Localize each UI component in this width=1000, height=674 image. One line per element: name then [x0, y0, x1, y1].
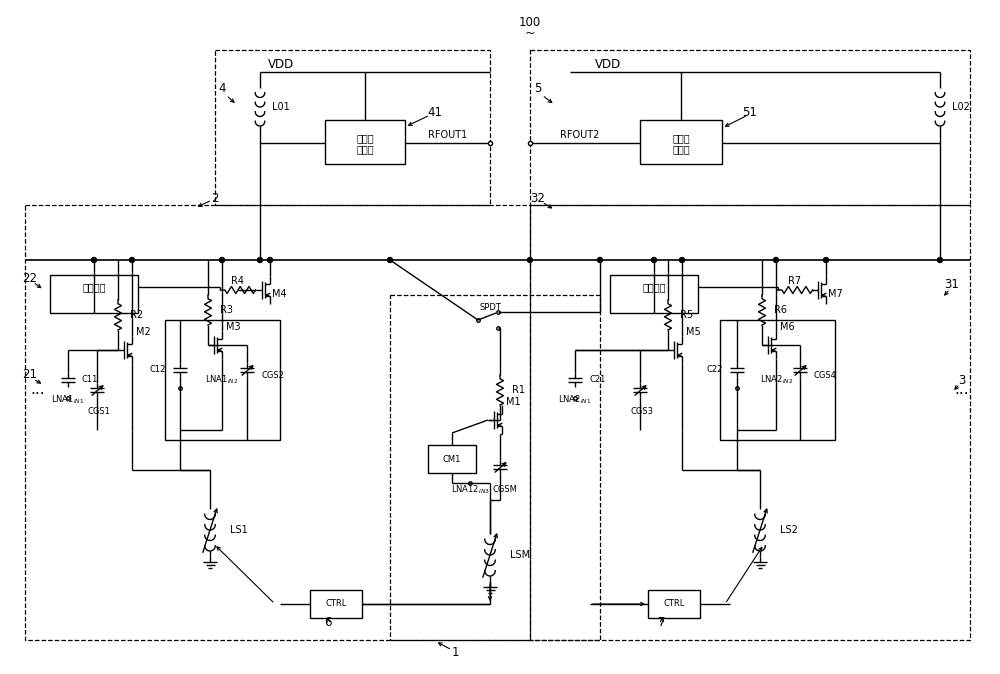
- Text: 偏置電路: 偏置電路: [82, 282, 106, 292]
- Bar: [215, 50, 490, 205]
- Bar: [640, 120, 722, 164]
- Text: M6: M6: [780, 322, 795, 332]
- Text: M3: M3: [226, 322, 241, 332]
- Text: ~: ~: [525, 26, 535, 40]
- Text: L01: L01: [272, 102, 290, 112]
- Text: 51: 51: [743, 106, 757, 119]
- Text: R7: R7: [788, 276, 802, 286]
- Text: R1: R1: [512, 385, 525, 395]
- Text: 32: 32: [531, 191, 545, 204]
- Bar: [50, 275, 138, 313]
- Text: L02: L02: [952, 102, 970, 112]
- Text: RFOUT1: RFOUT1: [428, 130, 468, 140]
- Text: M1: M1: [506, 397, 521, 407]
- Text: 5: 5: [534, 82, 542, 94]
- Bar: [530, 205, 970, 640]
- Bar: [310, 590, 362, 618]
- Text: 輸出匹: 輸出匹: [672, 133, 690, 143]
- Text: M2: M2: [136, 327, 151, 337]
- Text: C11: C11: [82, 375, 98, 384]
- Text: 輸出匹: 輸出匹: [356, 133, 374, 143]
- Text: R5: R5: [680, 310, 693, 320]
- Text: VDD: VDD: [595, 57, 621, 71]
- Circle shape: [680, 257, 684, 262]
- Text: CM1: CM1: [443, 454, 461, 464]
- Text: M4: M4: [272, 289, 287, 299]
- Circle shape: [130, 257, 134, 262]
- Text: ...: ...: [31, 383, 45, 398]
- Text: 31: 31: [945, 278, 959, 291]
- Text: 偏置電路: 偏置電路: [642, 282, 666, 292]
- Text: C21: C21: [589, 375, 605, 384]
- Text: R6: R6: [774, 305, 787, 315]
- Bar: [25, 205, 530, 640]
- Text: 3: 3: [958, 373, 966, 386]
- Text: CGS3: CGS3: [631, 408, 654, 417]
- Text: CGS2: CGS2: [261, 371, 284, 379]
- Text: LNA2$_{IN2}$: LNA2$_{IN2}$: [760, 374, 794, 386]
- Text: CGSM: CGSM: [493, 485, 517, 493]
- Text: LNA1$_{IN1}$: LNA1$_{IN1}$: [51, 394, 85, 406]
- Circle shape: [824, 257, 828, 262]
- Bar: [648, 590, 700, 618]
- Circle shape: [268, 257, 272, 262]
- Circle shape: [258, 257, 262, 262]
- Text: 41: 41: [428, 106, 442, 119]
- Text: 2: 2: [211, 191, 219, 204]
- Bar: [165, 320, 280, 440]
- Text: M7: M7: [828, 289, 843, 299]
- Circle shape: [598, 257, 602, 262]
- Text: R2: R2: [130, 310, 143, 320]
- Text: LNA12$_{IN3}$: LNA12$_{IN3}$: [451, 484, 489, 496]
- Text: CGS1: CGS1: [88, 408, 110, 417]
- Text: CGS4: CGS4: [814, 371, 837, 379]
- Text: 7: 7: [658, 617, 666, 630]
- Text: VDD: VDD: [268, 57, 294, 71]
- Circle shape: [220, 257, 224, 262]
- Text: LS1: LS1: [230, 525, 248, 535]
- Text: 21: 21: [22, 369, 38, 381]
- Text: R3: R3: [220, 305, 233, 315]
- Text: 配電路: 配電路: [356, 144, 374, 154]
- Text: C12: C12: [150, 365, 166, 375]
- Text: CTRL: CTRL: [325, 599, 347, 609]
- Text: SPDT: SPDT: [479, 303, 501, 311]
- Circle shape: [528, 257, 532, 262]
- Circle shape: [774, 257, 778, 262]
- Text: 配電路: 配電路: [672, 144, 690, 154]
- Text: ...: ...: [955, 383, 969, 398]
- Bar: [720, 320, 835, 440]
- Text: M5: M5: [686, 327, 701, 337]
- Bar: [610, 275, 698, 313]
- Text: LSM: LSM: [510, 550, 530, 560]
- Text: LS2: LS2: [780, 525, 798, 535]
- Text: LNA2$_{IN1}$: LNA2$_{IN1}$: [558, 394, 592, 406]
- Circle shape: [388, 257, 392, 262]
- Bar: [428, 445, 476, 473]
- Circle shape: [652, 257, 656, 262]
- Text: C22: C22: [707, 365, 723, 375]
- Text: 6: 6: [324, 617, 332, 630]
- Text: LNA1$_{IN2}$: LNA1$_{IN2}$: [205, 374, 239, 386]
- Bar: [530, 50, 970, 205]
- Circle shape: [92, 257, 96, 262]
- Text: RFOUT2: RFOUT2: [560, 130, 600, 140]
- Bar: [325, 120, 405, 164]
- Bar: [390, 295, 600, 640]
- Text: 4: 4: [218, 82, 226, 94]
- Text: 22: 22: [22, 272, 38, 284]
- Text: 100: 100: [519, 16, 541, 28]
- Text: CTRL: CTRL: [663, 599, 685, 609]
- Text: 1: 1: [451, 646, 459, 658]
- Text: R4: R4: [232, 276, 244, 286]
- Circle shape: [938, 257, 942, 262]
